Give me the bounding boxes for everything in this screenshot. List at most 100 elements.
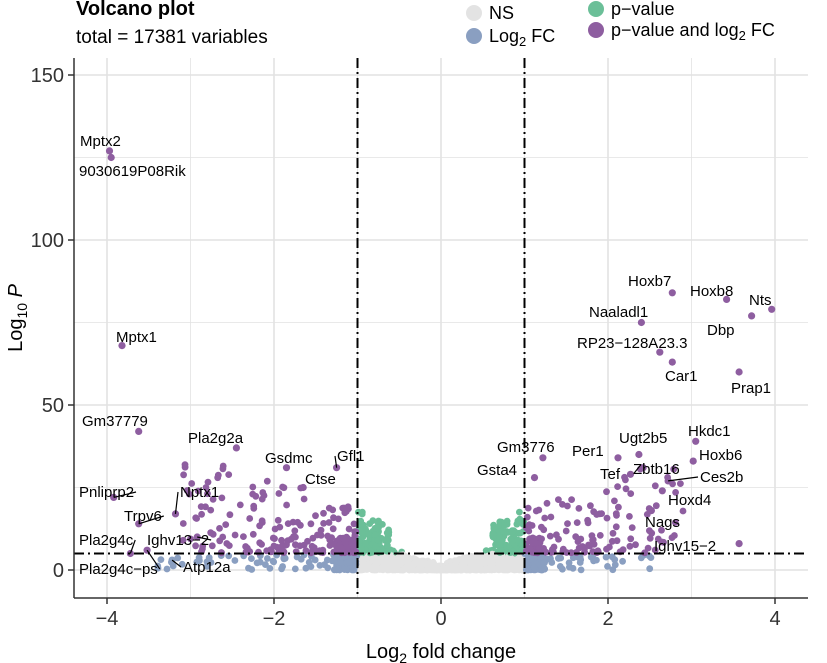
data-point [501, 522, 508, 529]
data-point [639, 464, 647, 472]
legend-label-both: p−value and log2 FC [611, 20, 775, 43]
data-point [358, 508, 366, 516]
data-point [169, 562, 177, 570]
chart-title: Volcano plot [76, 0, 195, 20]
data-point [185, 490, 193, 498]
data-point [603, 488, 610, 496]
data-point [357, 563, 365, 571]
data-point [325, 504, 333, 512]
data-point [611, 556, 619, 564]
data-point [352, 528, 360, 536]
data-point [280, 554, 288, 562]
gene-label: Per1 [572, 443, 604, 460]
data-point [539, 454, 547, 462]
data-point [371, 562, 379, 570]
data-point [307, 563, 315, 570]
data-point [735, 540, 743, 548]
data-point [283, 501, 290, 509]
gene-label: Tef [600, 466, 621, 483]
data-point [668, 358, 676, 366]
data-point [309, 534, 317, 542]
data-point [218, 494, 226, 502]
legend-label-pvalue: p−value [611, 0, 675, 19]
data-point [548, 559, 556, 566]
data-point [646, 565, 654, 573]
data-point [626, 470, 635, 478]
data-point [337, 544, 345, 552]
data-point [529, 539, 537, 547]
gene-label: Mptx2 [80, 133, 121, 150]
legend-label-base: p−value and log [611, 20, 739, 40]
data-point [672, 489, 679, 496]
y-axis-title-sub: 10 [14, 303, 30, 319]
data-point [366, 520, 374, 527]
legend-label-base: Log [489, 26, 519, 46]
gene-label: Car1 [665, 368, 698, 385]
label-connector [174, 491, 179, 514]
data-point [435, 566, 443, 574]
data-point [523, 513, 531, 521]
data-point [547, 513, 555, 521]
data-point [135, 520, 143, 528]
data-point [670, 465, 678, 473]
data-point [614, 483, 621, 490]
gene-label: Hoxb6 [699, 447, 742, 464]
data-point [606, 543, 613, 551]
data-point [269, 534, 277, 542]
data-point [448, 566, 456, 574]
data-point [646, 534, 654, 542]
data-point [408, 565, 416, 572]
data-point [668, 289, 676, 297]
legend-swatch-log2fc [466, 28, 482, 44]
data-point [647, 554, 655, 561]
data-point [223, 540, 231, 547]
data-point [555, 554, 562, 562]
data-point [349, 565, 357, 573]
data-point [240, 533, 247, 540]
data-point [627, 490, 635, 497]
gene-label: Mptx1 [116, 329, 157, 346]
data-point [392, 561, 400, 568]
data-point [541, 559, 548, 567]
data-point [252, 492, 260, 500]
gene-label: Ighv15−2 [654, 538, 716, 555]
data-point [383, 529, 391, 537]
data-point [193, 515, 201, 522]
legend-swatch-both [588, 22, 604, 38]
data-point [330, 566, 338, 574]
data-point [470, 558, 477, 566]
data-point [320, 520, 327, 527]
data-point [225, 552, 233, 560]
y-axis-title-rest: P [5, 283, 27, 303]
gene-label: Nts [749, 292, 772, 309]
label-connector [197, 536, 212, 541]
data-point [204, 490, 211, 498]
data-point [679, 507, 687, 515]
y-tick-label: 50 [42, 395, 64, 417]
data-point [197, 503, 205, 510]
data-point [317, 526, 325, 534]
data-point [692, 437, 700, 445]
data-point [294, 518, 301, 526]
x-tick-label: 0 [435, 608, 446, 630]
data-point [249, 530, 257, 538]
label-connector [171, 559, 182, 568]
gene-label: Naaladl1 [589, 304, 648, 321]
data-point [559, 545, 567, 553]
data-point [345, 558, 353, 566]
data-point [647, 507, 656, 515]
gene-label: Nptx1 [180, 484, 219, 501]
data-point [576, 559, 584, 566]
data-point [577, 566, 585, 574]
data-point [384, 536, 392, 544]
data-point [374, 536, 382, 544]
data-point [556, 563, 564, 570]
data-point [188, 480, 196, 487]
data-point [323, 556, 331, 564]
data-point [514, 517, 522, 525]
data-point [489, 530, 497, 538]
grid [74, 58, 808, 598]
gene-label: Ugt2b5 [619, 430, 667, 447]
